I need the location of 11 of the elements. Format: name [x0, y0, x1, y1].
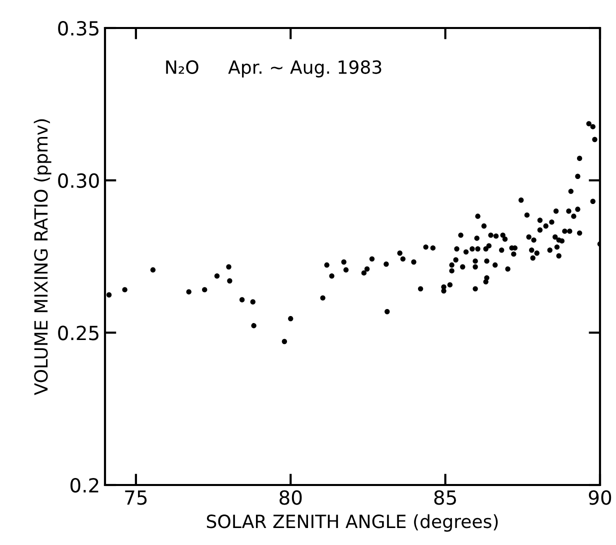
y-tick-label: 0.30 [58, 173, 99, 188]
y-axis-title: VOLUME MIXING RATIO (ppmv) [34, 119, 52, 396]
x-tick-label: 85 [434, 490, 456, 505]
x-axis-title: SOLAR ZENITH ANGLE (degrees) [206, 514, 498, 532]
x-tick-label: 75 [125, 490, 147, 505]
y-tick-label: 0.35 [58, 20, 98, 36]
x-tick-label: 90 [588, 490, 612, 505]
y-tick-label: 0.25 [58, 326, 98, 340]
annotation: N₂O Apr. ~ Aug. 1983 [166, 60, 382, 78]
y-tick-label: 0.2 [70, 478, 98, 493]
x-tick-label: 80 [280, 490, 302, 505]
